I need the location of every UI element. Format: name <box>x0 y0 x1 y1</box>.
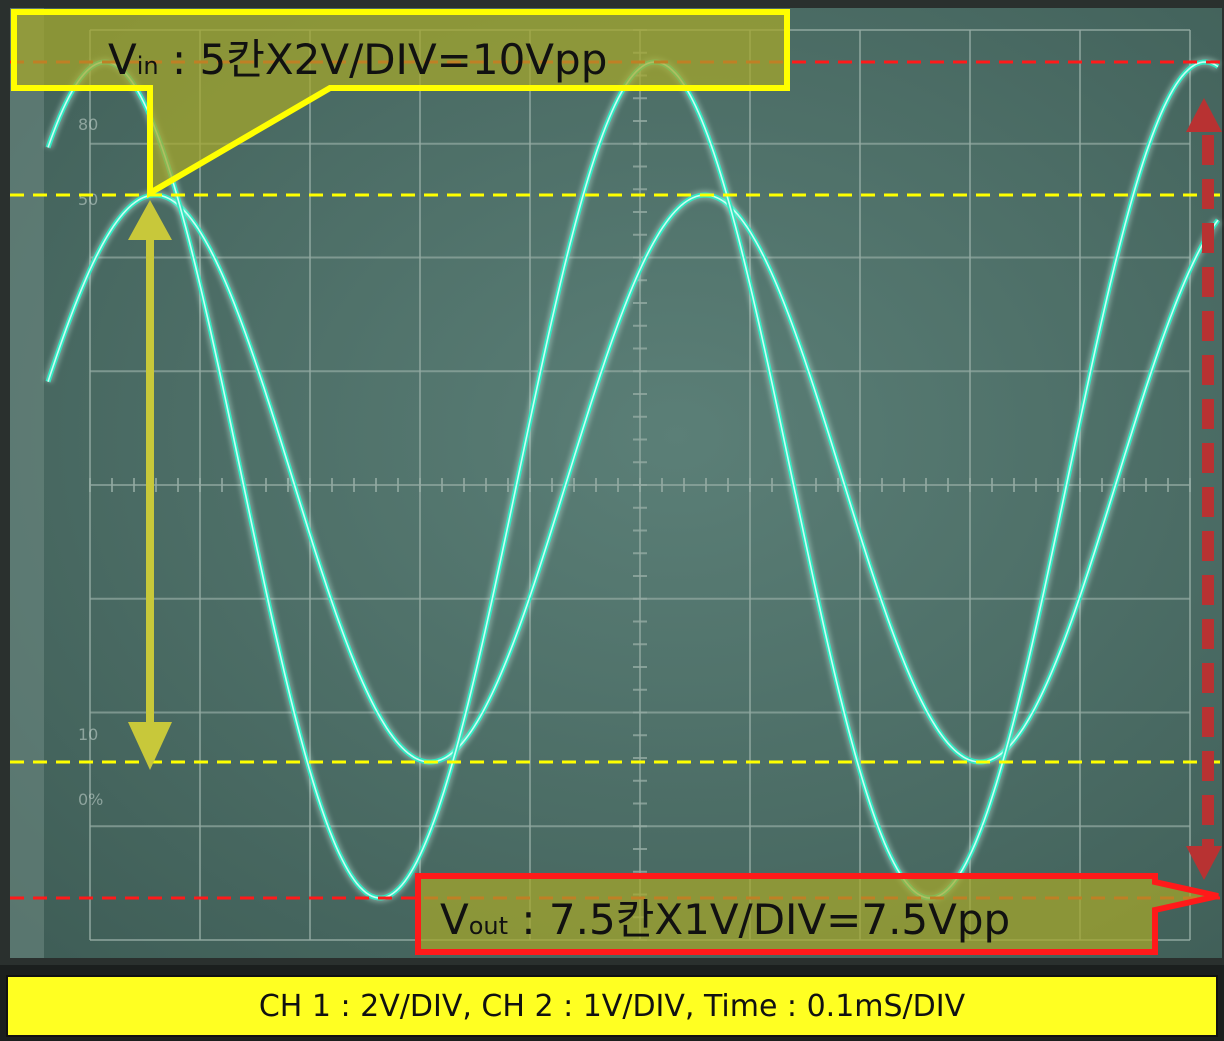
screen-left-edge <box>10 8 44 958</box>
graticule-label: 80 <box>78 115 98 134</box>
graticule-labels: 80 50 10 0% <box>78 115 103 809</box>
vout-callout-border <box>415 873 1219 955</box>
graticule-label: 0% <box>78 790 103 809</box>
ch1-trace-core <box>47 194 1219 763</box>
screen-face <box>10 8 1222 958</box>
settings-caption: CH 1 : 2V/DIV, CH 2 : 1V/DIV, Time : 0.1… <box>6 975 1218 1037</box>
oscilloscope-screen: 80 50 10 0% Vin : 5칸X2V/DIV=10Vpp Vout : 7.5… <box>0 0 1224 965</box>
vin-callout-text: Vin : 5칸X2V/DIV=10Vpp <box>108 35 607 84</box>
graticule-label: 10 <box>78 725 98 744</box>
vout-callout-fill <box>418 876 1218 952</box>
vout-arrow-head-bottom <box>1186 846 1222 880</box>
vout-callout-text: Vout : 7.5칸X1V/DIV=7.5Vpp <box>440 895 1010 944</box>
callouts: Vin : 5칸X2V/DIV=10Vpp Vout : 7.5칸X1V/DIV=… <box>11 9 1219 955</box>
vin-arrow-head-top <box>128 200 172 240</box>
vin-callout-border <box>11 9 790 199</box>
vin-callout-fill <box>14 12 787 193</box>
graticule-label: 50 <box>78 190 98 209</box>
vout-arrow-head-top <box>1186 98 1222 132</box>
vin-arrow-head-bottom <box>128 722 172 770</box>
